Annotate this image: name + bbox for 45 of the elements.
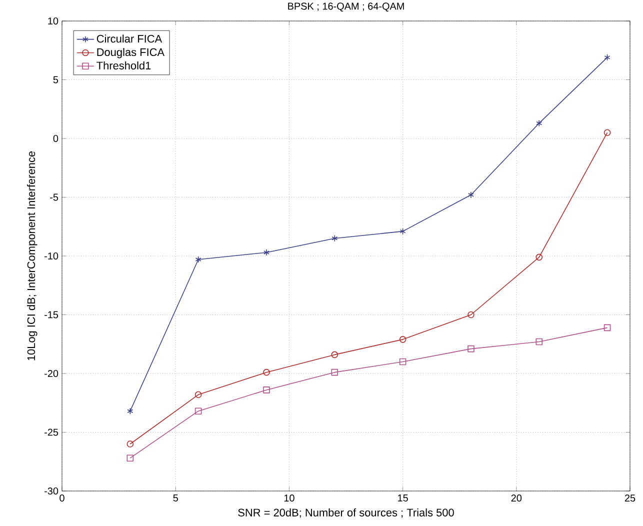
legend-label: Threshold1 <box>96 61 151 70</box>
chart-title: BPSK ; 16-QAM ; 64-QAM <box>288 2 404 12</box>
y-tick-label: -30 <box>44 487 58 495</box>
point <box>331 368 338 376</box>
point <box>194 408 202 414</box>
point <box>263 249 270 256</box>
point <box>263 386 270 394</box>
x-tick-label: 25 <box>624 494 636 502</box>
point <box>468 192 474 198</box>
point <box>468 311 474 318</box>
point <box>194 391 202 398</box>
x-tick-label: 5 <box>173 494 178 502</box>
x-axis-title: SNR = 20dB; Number of sources ; Trials 500 <box>238 508 454 518</box>
point <box>399 336 406 343</box>
point <box>263 368 270 376</box>
x-tick-label: 10 <box>284 494 294 502</box>
y-tick-label: 5 <box>53 76 58 84</box>
point <box>127 408 134 414</box>
point <box>468 345 474 352</box>
legend-label: Douglas FICA <box>97 48 165 58</box>
y-tick-label: -5 <box>50 194 58 201</box>
y-axis-title: 10Log ICI dB; InterComponent Interference <box>27 151 38 360</box>
point <box>195 256 202 263</box>
point <box>331 351 338 358</box>
point <box>604 324 611 332</box>
y-tick-label: 10 <box>48 17 58 25</box>
y-tick-label: -20 <box>44 370 58 378</box>
y-tick-label: -15 <box>44 311 58 318</box>
legend-label: Circular FICA <box>96 34 162 43</box>
x-tick-label: 20 <box>511 494 522 502</box>
x-tick-label: 15 <box>398 494 408 502</box>
point <box>536 254 543 261</box>
y-tick-label: 0 <box>53 134 58 142</box>
point <box>126 454 134 462</box>
point <box>126 440 134 448</box>
y-tick-label: -25 <box>44 428 58 436</box>
point <box>400 228 406 235</box>
point <box>399 358 406 366</box>
point <box>332 234 338 242</box>
point <box>536 120 542 127</box>
y-tick-label: -10 <box>44 252 58 260</box>
point <box>604 129 611 136</box>
x-tick-label: 0 <box>60 494 64 502</box>
point <box>604 54 610 61</box>
point <box>536 338 543 346</box>
